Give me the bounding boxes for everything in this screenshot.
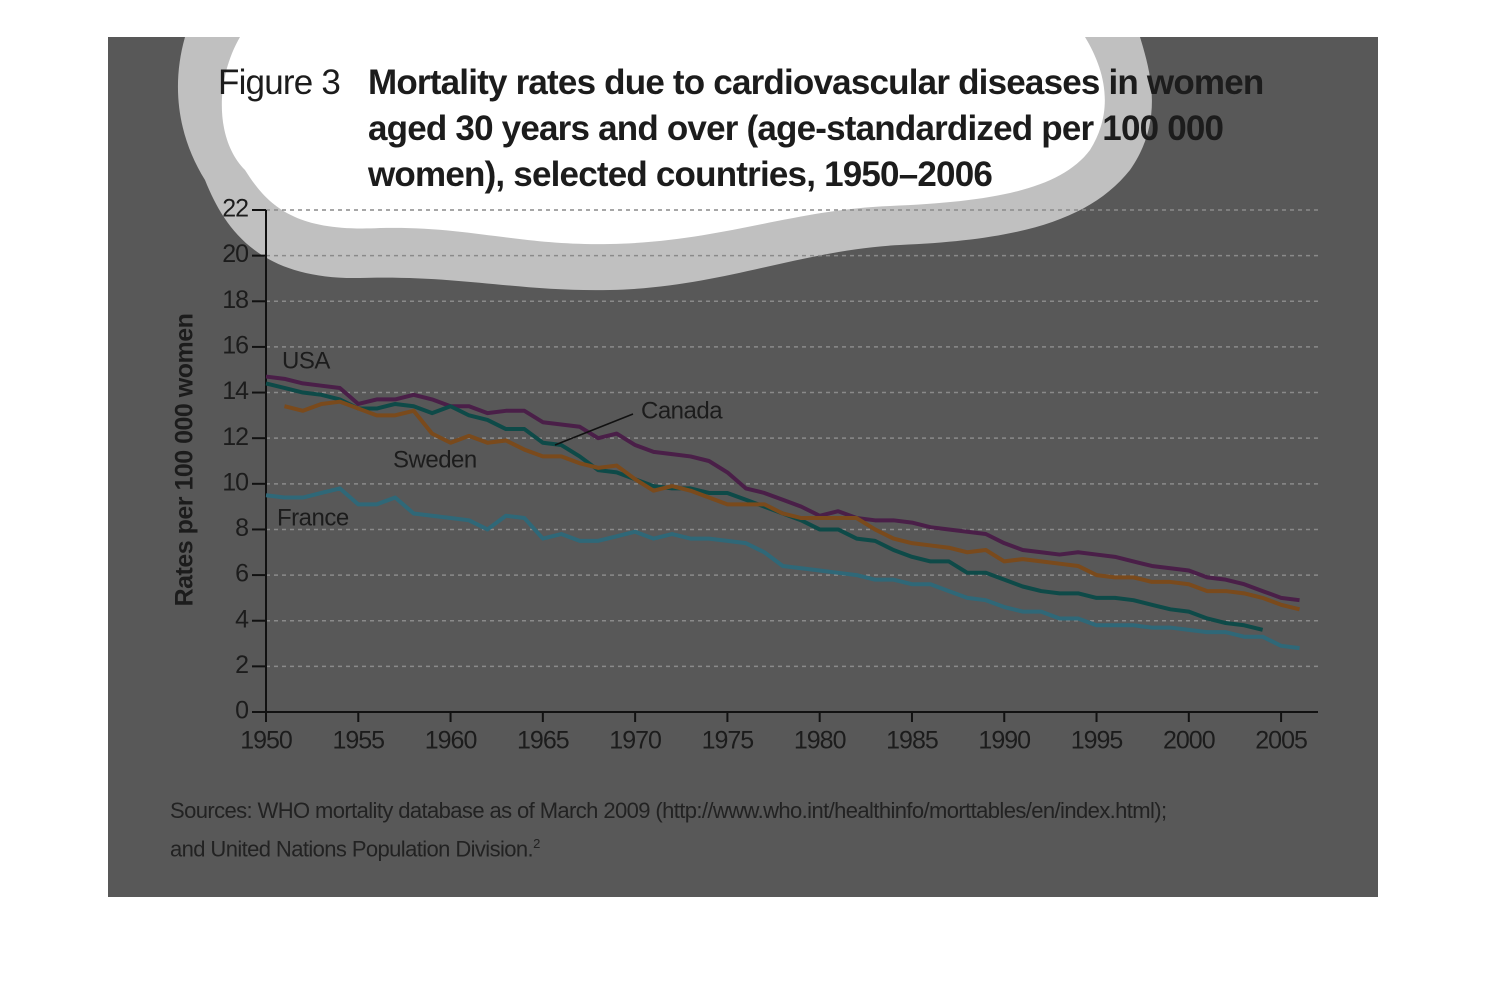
x-tick-label: 1985 bbox=[886, 727, 938, 755]
y-tick-label: 18 bbox=[222, 286, 248, 314]
y-tick-label: 8 bbox=[235, 514, 248, 542]
y-tick-label: 20 bbox=[222, 240, 248, 268]
series-label: Canada bbox=[641, 397, 723, 424]
series-line bbox=[265, 486, 1300, 651]
x-tick-label: 1995 bbox=[1071, 727, 1123, 755]
series-line bbox=[265, 374, 1300, 603]
leader-line bbox=[554, 413, 634, 446]
chart-title: Mortality rates due to cardiovascular di… bbox=[368, 63, 1264, 194]
figure-label: Figure 3 bbox=[218, 63, 341, 102]
series-label: France bbox=[277, 504, 349, 531]
x-tick-label: 1960 bbox=[425, 727, 477, 755]
source-line: Sources: WHO mortality database as of Ma… bbox=[170, 798, 1167, 823]
source-line-wrap: and United Nations Population Division.2 bbox=[170, 827, 1167, 865]
y-tick-label: 0 bbox=[235, 697, 248, 725]
series-line bbox=[265, 381, 1264, 632]
x-tick-label: 1965 bbox=[517, 727, 569, 755]
series-label: Sweden bbox=[393, 446, 477, 473]
title-block: Figure 3 Mortality rates due to cardiova… bbox=[218, 60, 1318, 198]
x-tick-label: 1950 bbox=[240, 727, 292, 755]
y-tick-label: 22 bbox=[222, 195, 248, 223]
y-tick-label: 2 bbox=[235, 651, 248, 679]
y-tick-label: 4 bbox=[235, 605, 249, 633]
y-axis-title: Rates per 100 000 women bbox=[171, 314, 199, 607]
y-tick-label: 6 bbox=[235, 560, 248, 588]
series-line bbox=[283, 399, 1301, 612]
x-tick-label: 1955 bbox=[332, 727, 384, 755]
y-tick-label: 12 bbox=[222, 423, 248, 451]
source-line: and United Nations Population Division. bbox=[170, 836, 534, 862]
x-tick-label: 1980 bbox=[794, 727, 846, 755]
x-tick-label: 2005 bbox=[1255, 727, 1307, 755]
series-label: USA bbox=[282, 347, 330, 374]
source: Sources: WHO mortality database as of Ma… bbox=[170, 794, 1167, 865]
cloud bbox=[221, 37, 1105, 245]
source-ref: 2 bbox=[533, 836, 540, 851]
x-tick-label: 2000 bbox=[1163, 727, 1215, 755]
x-tick-label: 1970 bbox=[609, 727, 661, 755]
y-tick-label: 14 bbox=[222, 377, 249, 405]
y-tick-label: 16 bbox=[222, 332, 248, 360]
x-tick-label: 1990 bbox=[978, 727, 1030, 755]
y-tick-label: 10 bbox=[222, 468, 248, 496]
x-tick-label: 1975 bbox=[702, 727, 754, 755]
